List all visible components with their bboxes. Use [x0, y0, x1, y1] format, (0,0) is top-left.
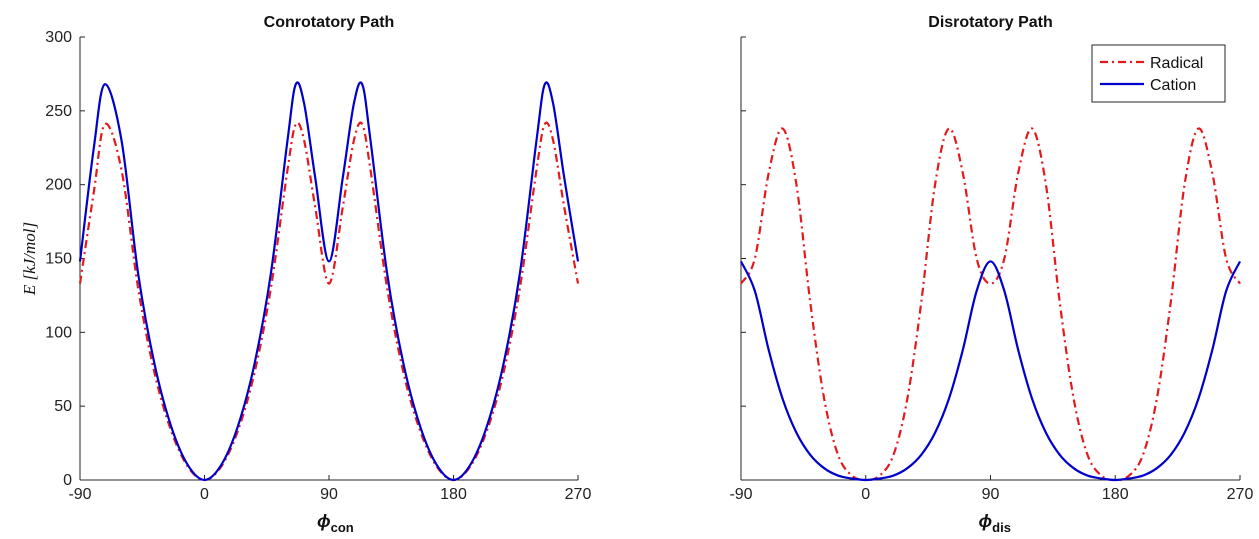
x-axis-symbol: ϕ [979, 511, 993, 531]
x-tick-label: 270 [565, 486, 592, 503]
x-axis-subscript: con [331, 520, 354, 535]
y-tick-label: 300 [45, 29, 72, 46]
x-tick-label: -90 [68, 486, 91, 503]
y-tick-label: 150 [45, 251, 72, 268]
y-tick-label: 200 [45, 177, 72, 194]
x-tick-label: 0 [200, 486, 209, 503]
disrotatory-cation-line [740, 260, 1241, 482]
legend-box [1091, 44, 1226, 103]
y-tick-label: 50 [54, 398, 72, 415]
disrotatory-chart-title: Disrotatory Path [928, 14, 1052, 31]
x-tick-label: 180 [440, 486, 467, 503]
conrotatory-chart-title: Conrotatory Path [264, 14, 395, 31]
x-tick-label: -90 [729, 486, 752, 503]
disrotatory-radical-line [740, 127, 1241, 482]
x-tick-label: 90 [320, 486, 338, 503]
x-tick-label: 270 [1227, 486, 1254, 503]
y-tick-label: 100 [45, 324, 72, 341]
disrotatory-x-axis-label: ϕdis [979, 511, 1011, 535]
x-tick-label: 90 [982, 486, 1000, 503]
y-tick-label: 0 [63, 472, 72, 489]
x-tick-label: 0 [861, 486, 870, 503]
y-axis-label: E [kJ/mol] [20, 222, 39, 296]
conrotatory-cation-line [78, 81, 580, 482]
x-tick-label: 180 [1102, 486, 1129, 503]
y-tick-label: 250 [45, 103, 72, 120]
disrotatory-chart: Disrotatory Path ϕdis -90 0 90 180 270 Radica… [729, 14, 1253, 535]
conrotatory-x-axis-label: ϕcon [317, 511, 354, 535]
legend-label-cation: Cation [1150, 77, 1196, 94]
x-axis-symbol: ϕ [317, 511, 331, 531]
conrotatory-radical-line [78, 121, 580, 482]
x-axis-subscript: dis [992, 520, 1011, 535]
conrotatory-chart: Conrotatory Path E [kJ/mol] ϕcon -90 0 90 1… [20, 14, 591, 535]
legend-label-radical: Radical [1150, 55, 1203, 72]
